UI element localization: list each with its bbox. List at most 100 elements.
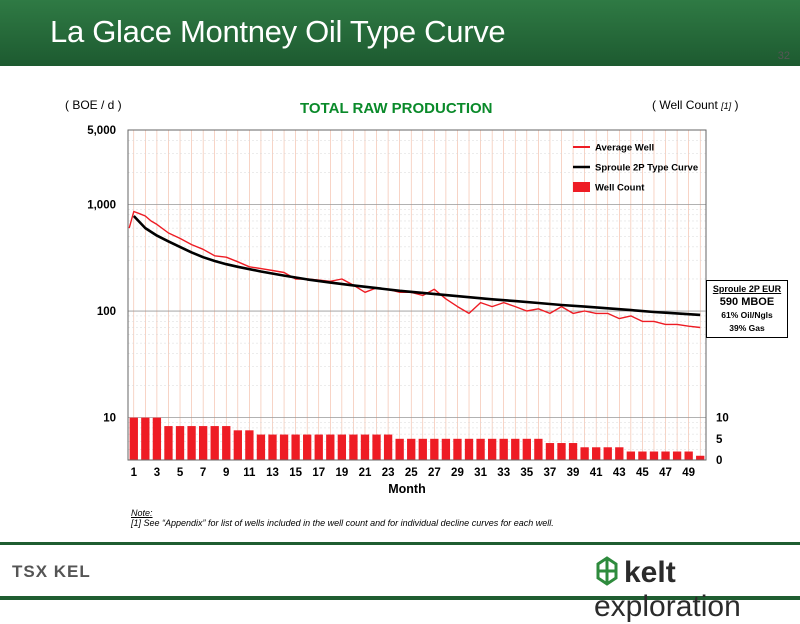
note-title: Note: xyxy=(131,508,153,518)
x-tick-label: 45 xyxy=(636,467,649,479)
well-count-bar xyxy=(545,443,555,460)
x-tick-label: 31 xyxy=(474,467,487,479)
well-count-bar xyxy=(672,451,682,460)
x-tick-label: 15 xyxy=(289,467,302,479)
well-count-bar xyxy=(568,443,578,460)
x-tick-label: 39 xyxy=(567,467,580,479)
well-count-bar xyxy=(453,438,462,460)
y-axis-label: ( BOE / d ) xyxy=(65,98,122,112)
well-count-bar xyxy=(603,447,612,460)
y-tick-label: 10 xyxy=(103,413,116,425)
legend-entry: Average Well xyxy=(595,143,654,154)
eur-title: Sproule 2P EUR xyxy=(712,284,782,294)
well-count-bar xyxy=(511,438,520,460)
well-count-bar xyxy=(291,434,300,460)
chart-grid xyxy=(128,129,706,461)
well-count-bar xyxy=(557,443,566,460)
eur-gas: 39% Gas xyxy=(729,323,765,333)
knot-icon xyxy=(596,556,618,586)
slide-header: La Glace Montney Oil Type Curve xyxy=(0,0,800,66)
legend-swatch-well-count xyxy=(573,182,590,192)
x-tick-label: 19 xyxy=(335,467,348,479)
well-count-bar xyxy=(383,434,393,460)
tsx-logo: TSX KEL xyxy=(12,562,91,581)
well-count-bar xyxy=(441,438,451,460)
well-count-bar xyxy=(152,417,162,460)
chart-title: TOTAL RAW PRODUCTION xyxy=(300,100,493,117)
well-count-bar xyxy=(684,451,693,460)
well-count-bar xyxy=(141,417,150,460)
x-tick-label: 11 xyxy=(243,467,256,479)
x-tick-label: 37 xyxy=(544,467,557,479)
legend-entry: Sproule 2P Type Curve xyxy=(595,163,698,174)
well-count-bar xyxy=(198,426,208,460)
footer-stripe-bottom xyxy=(0,596,800,600)
y-tick-label: 5,000 xyxy=(87,125,116,137)
well-count-bar xyxy=(337,434,347,460)
eur-oil: 61% Oil/Ngls xyxy=(721,310,773,320)
well-count-bar xyxy=(303,434,312,460)
well-count-bar xyxy=(210,426,219,460)
note-text: [1] See “Appendix” for list of wells inc… xyxy=(131,518,554,528)
well-count-bar xyxy=(487,438,497,460)
well-count-bar xyxy=(407,438,416,460)
well-count-bar xyxy=(696,455,705,460)
well-count-bar xyxy=(360,434,370,460)
y-tick-label: 1,000 xyxy=(87,199,116,211)
well-count-bar xyxy=(222,426,231,460)
well-count-bar xyxy=(268,434,277,460)
well-count-bar xyxy=(615,447,624,460)
well-count-bar xyxy=(592,447,601,460)
y2-tick-label: 5 xyxy=(716,434,723,446)
well-count-bars xyxy=(129,417,705,460)
eur-annotation: Sproule 2P EUR 590 MBOE 61% Oil/Ngls 39%… xyxy=(706,280,788,338)
well-count-bar xyxy=(638,451,647,460)
x-tick-label: 13 xyxy=(266,467,279,479)
well-count-bar xyxy=(314,434,323,460)
footnote: Note: [1] See “Appendix” for list of wel… xyxy=(131,508,554,528)
x-tick-label: 21 xyxy=(359,467,372,479)
well-count-bar xyxy=(245,430,254,460)
well-count-bar xyxy=(522,438,531,460)
well-count-bar xyxy=(418,438,427,460)
eur-value: 590 MBOE xyxy=(719,296,775,308)
y2-tick-label: 10 xyxy=(716,413,729,425)
well-count-bar xyxy=(395,438,404,460)
well-count-bar xyxy=(476,438,485,460)
x-tick-label: 25 xyxy=(405,467,418,479)
x-tick-label: 35 xyxy=(520,467,533,479)
well-count-bar xyxy=(626,451,636,460)
well-count-bar xyxy=(661,451,670,460)
x-tick-label: 49 xyxy=(682,467,695,479)
x-tick-label: 5 xyxy=(177,467,184,479)
x-tick-label: 17 xyxy=(312,467,325,479)
well-count-bar xyxy=(175,426,185,460)
x-tick-label: 23 xyxy=(382,467,395,479)
well-count-bar xyxy=(326,434,335,460)
kelt-logo: kelt exploration xyxy=(594,556,741,623)
x-tick-label: 7 xyxy=(200,467,206,479)
well-count-bar xyxy=(279,434,289,460)
well-count-bar xyxy=(580,447,589,460)
x-tick-label: 9 xyxy=(223,467,229,479)
well-count-bar xyxy=(233,430,242,460)
well-count-bar xyxy=(256,434,266,460)
well-count-bar xyxy=(464,438,474,460)
well-count-bar xyxy=(349,434,358,460)
x-tick-label: 41 xyxy=(590,467,603,479)
well-count-bar xyxy=(164,426,173,460)
plot-area xyxy=(128,130,706,460)
y-tick-label: 100 xyxy=(97,306,116,318)
legend-entry: Well Count xyxy=(595,183,645,194)
chart-legend: Average Well Sproule 2P Type Curve Well Co… xyxy=(573,143,698,194)
page-number: 32 xyxy=(777,50,790,62)
well-count-bar xyxy=(499,438,508,460)
x-tick-label: 29 xyxy=(451,467,464,479)
well-count-bar xyxy=(534,438,543,460)
x-tick-label: 47 xyxy=(659,467,672,479)
well-count-bar xyxy=(372,434,381,460)
x-axis-label: Month xyxy=(388,482,425,496)
footer-stripe-top xyxy=(0,542,800,545)
x-tick-label: 33 xyxy=(497,467,510,479)
